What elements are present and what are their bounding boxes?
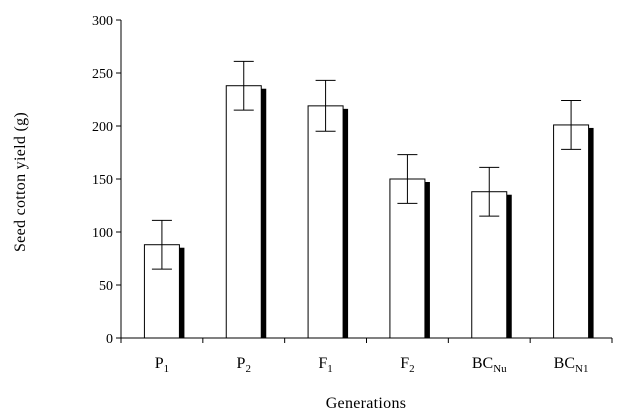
- x-tick-label-5: BCN1: [554, 355, 589, 375]
- x-axis-title: Generations: [326, 395, 407, 412]
- bar-1: [225, 85, 262, 339]
- y-tick-label-3: 150: [92, 173, 113, 188]
- x-tick-label-0: P1: [155, 355, 169, 375]
- y-tick-label-5: 250: [92, 67, 113, 82]
- y-tick-label-6: 300: [92, 14, 113, 29]
- y-tick-label-2: 100: [92, 226, 113, 241]
- x-tick-label-2: F1: [318, 355, 332, 375]
- bar-5: [553, 124, 590, 339]
- bar-2: [307, 105, 344, 339]
- plot-area: 0 50 100 150 200 250 300 P1 P2 F1 F2 BCNu BCN1: [92, 14, 613, 375]
- y-tick-label-1: 50: [99, 279, 113, 294]
- y-tick-label-4: 200: [92, 120, 113, 135]
- y-tick-label-0: 0: [106, 332, 113, 347]
- y-axis-title: Seed cotton yield (g): [12, 112, 29, 252]
- x-tick-label-4: BCNu: [472, 355, 507, 375]
- x-tick-label-1: P2: [237, 355, 251, 375]
- x-tick-label-3: F2: [400, 355, 414, 375]
